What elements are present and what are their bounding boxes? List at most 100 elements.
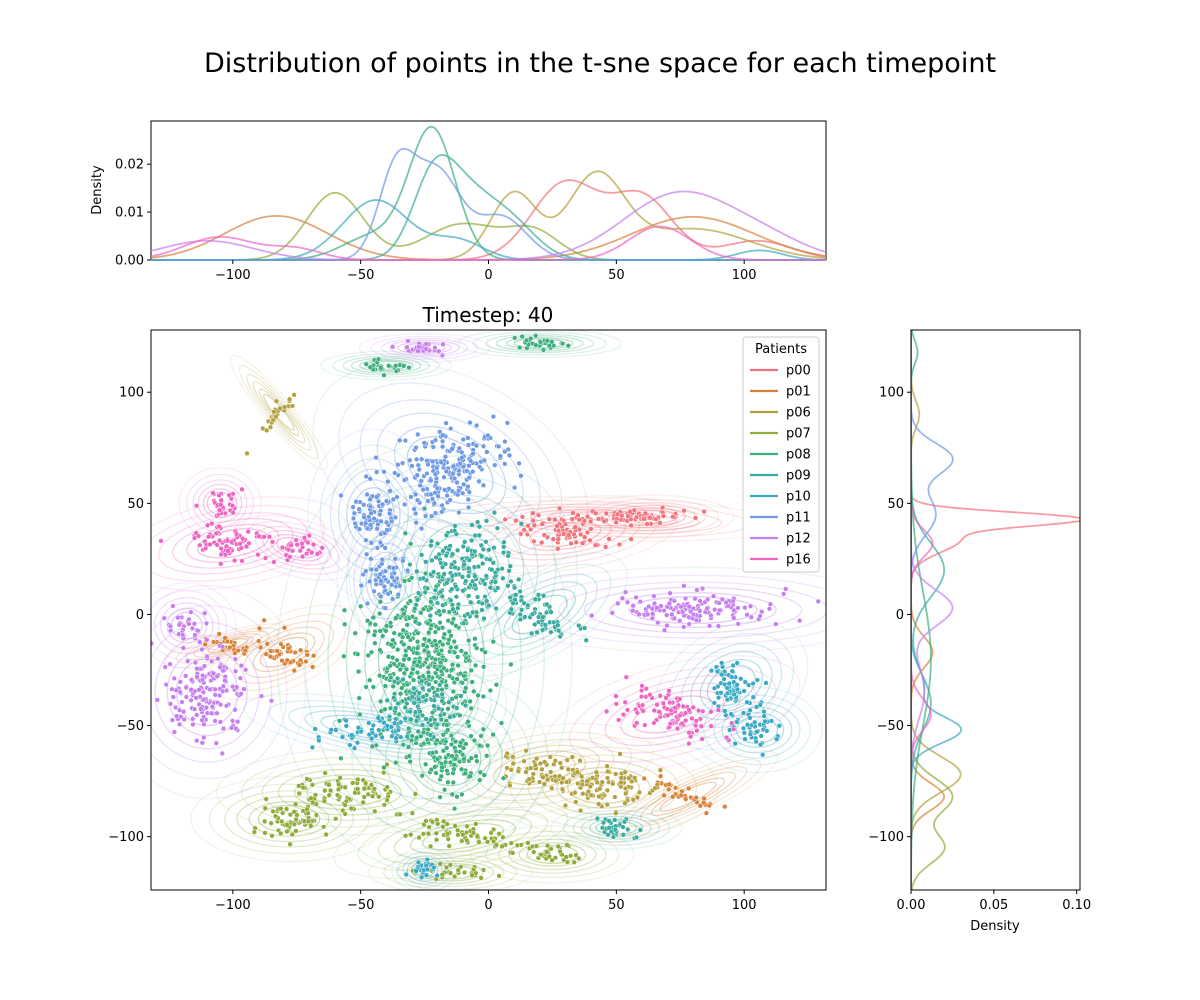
point-p10 [744,699,750,705]
point-p07 [402,833,409,839]
point-p00 [595,516,602,522]
point-p08 [393,363,399,369]
point-p10 [741,730,747,736]
point-p08 [434,756,441,762]
point-p09 [544,601,550,608]
point-p08 [352,630,358,636]
point-p09 [454,547,461,553]
right-density-axes: 0.00 0.05 0.10 −100 −50 0 50 100 Density [868,329,1091,934]
point-p16 [708,723,714,729]
point-p00 [552,516,558,523]
point-p09 [395,700,401,707]
kde-contour-p09 [481,573,598,656]
point-p10 [719,660,725,666]
point-p08 [402,530,408,536]
point-p09 [444,580,450,586]
point-p09 [434,692,440,698]
point-p12 [423,341,429,347]
point-p16 [319,545,325,551]
point-p00 [569,516,575,522]
point-p16 [686,740,692,747]
legend-label-p12: p12 [786,532,811,547]
point-p08 [367,364,373,370]
point-p07 [340,807,346,814]
point-p11 [353,499,359,505]
y-tick-label: −50 [117,719,144,734]
point-p01 [304,652,310,658]
point-p07 [460,832,466,838]
kde-contour-p07 [333,794,593,880]
point-p06 [541,781,547,787]
point-p08 [429,709,436,716]
point-p10 [741,688,747,694]
point-p10 [761,713,767,719]
point-p07 [269,833,275,839]
point-p12 [654,605,660,611]
point-p06 [562,802,569,809]
point-p12 [232,707,238,713]
point-p06 [289,403,296,409]
point-p00 [541,532,547,538]
point-p08 [377,698,384,705]
point-p16 [293,537,299,543]
point-p09 [416,690,422,696]
point-p09 [443,532,450,538]
point-p09 [443,738,449,745]
point-p08 [441,665,447,671]
point-p08 [444,768,450,774]
point-p07 [444,821,450,827]
kde-contour-p16 [544,654,801,774]
point-p08 [414,662,420,669]
point-p09 [540,614,546,620]
point-p11 [361,514,367,520]
point-p12 [183,673,189,679]
point-p00 [627,509,633,515]
kde-contour-p01 [659,781,717,812]
point-p08 [405,634,411,640]
point-p00 [566,532,572,538]
point-p11 [440,432,446,438]
right-density-curves [911,330,1080,890]
point-p16 [638,693,645,700]
point-p08 [441,787,448,793]
point-p06 [596,793,602,800]
point-p09 [441,571,447,577]
point-p11 [439,438,446,444]
point-p16 [715,707,721,713]
point-p06 [552,773,558,779]
point-p07 [309,782,316,788]
kde-contour-p07 [393,813,533,860]
point-p06 [547,754,553,760]
point-p01 [641,775,647,782]
point-p09 [625,826,631,833]
point-p16 [314,551,321,557]
point-p00 [584,513,591,520]
kde-contour-p09 [357,656,492,751]
point-p11 [516,460,522,467]
point-p06 [634,794,641,801]
point-p08 [368,649,375,655]
point-p06 [544,777,551,783]
point-p07 [296,790,302,797]
point-p09 [469,609,476,615]
point-p12 [217,702,224,708]
point-p11 [502,438,508,445]
point-p12 [619,595,626,601]
point-p07 [348,805,354,812]
point-p10 [351,745,358,751]
point-p08 [406,645,412,651]
kde-contour-p11 [336,509,436,653]
kde-contour-p08 [350,357,422,374]
point-p11 [467,419,473,426]
point-p16 [309,549,315,556]
point-p08 [336,718,343,724]
point-p12 [190,716,196,722]
kde-contour-p12 [370,335,479,360]
point-p08 [357,711,363,718]
point-p12 [232,656,238,662]
point-p16 [306,532,312,539]
point-p12 [162,664,168,670]
point-p11 [439,509,445,515]
point-p08 [467,698,473,705]
point-p10 [312,726,318,732]
